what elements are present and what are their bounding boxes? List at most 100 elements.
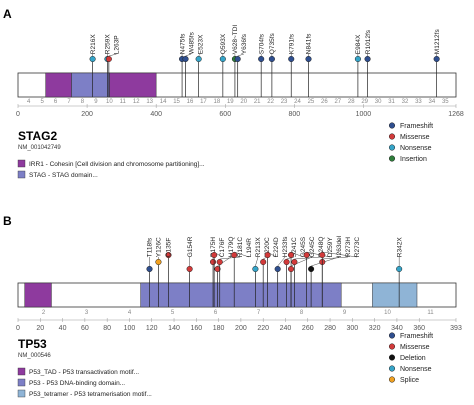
domain-legend-label: P53_TAD - P53 transactivation motif... (29, 369, 139, 376)
legend-label: Nonsense (400, 366, 432, 373)
panel-a: A R216X R259X L263P N475fs W485fs E523X Q593X V6… (3, 7, 464, 179)
exon-number: 9 (94, 99, 98, 105)
exon-number: 5 (171, 310, 175, 316)
axis-tick-label: 160 (190, 325, 202, 332)
exon-number: 28 (348, 99, 355, 105)
domain-legend-label: STAG - STAG domain... (29, 172, 98, 179)
domain-legend-swatch (17, 389, 26, 398)
axis-tick-label: 140 (168, 325, 180, 332)
mutation-connector (219, 256, 241, 260)
axis-tick-label: 200 (235, 325, 247, 332)
exon-number: 8 (81, 99, 85, 105)
axis-tick-label: 0 (16, 111, 20, 118)
mutation-connector (185, 53, 192, 57)
mutation-head-frameshift (433, 55, 440, 63)
mutation-label: R248Q (318, 237, 325, 258)
mutation-label: E984X (355, 34, 362, 54)
mutation-connector (255, 256, 259, 267)
mutation-label: Y636fs (241, 33, 248, 54)
domain-p53 (140, 282, 342, 308)
exon-number: 10 (384, 310, 391, 316)
mutation-head-nonsense (219, 55, 226, 63)
axis-tick-label: 600 (219, 111, 231, 118)
mutation-head-frameshift (234, 55, 241, 63)
transcript-id: NM_001042749 (18, 145, 61, 151)
mutation-head-missense (165, 251, 172, 259)
panel-b: B T118fs Y126C C135F G154R R175H C176F H179Q R18… (3, 214, 462, 398)
mutation-label: Y126C (156, 237, 163, 257)
exon-number: 10 (106, 99, 113, 105)
exon-number: 20 (240, 99, 247, 105)
mutation-head-missense (209, 258, 217, 266)
mutation-label: H179Q (228, 237, 235, 258)
axis-tick-label: 40 (59, 325, 67, 332)
mutation-head-nonsense (354, 55, 361, 63)
mutation-connector (306, 251, 331, 258)
legend-label: Frameshift (400, 123, 433, 130)
mutation-label: R273C (354, 237, 361, 258)
mutation-label: R213X (255, 237, 262, 258)
axis-tick-label: 360 (413, 325, 425, 332)
mutation-label: S704fs (258, 33, 265, 54)
exon-number: 2 (42, 310, 46, 316)
domain-legend-swatch (17, 170, 26, 179)
mutation-head-missense (216, 258, 223, 266)
mutation-head-nonsense (396, 265, 403, 273)
exon-number: 27 (334, 99, 341, 105)
domain-irr1 (109, 72, 157, 98)
exon-number: 21 (254, 99, 261, 105)
mutation-head-missense (319, 251, 326, 259)
mutation-connector (294, 256, 322, 260)
axis-tick-label: 120 (146, 325, 158, 332)
exon-number: 31 (388, 99, 395, 105)
mutation-label: R216X (90, 34, 97, 55)
mutation-head-missense (303, 251, 310, 259)
mutation-label: R181C (237, 237, 244, 258)
legend-marker (388, 133, 396, 140)
mutation-label: R273H (345, 237, 352, 258)
mutation-head-missense (186, 265, 193, 273)
exon-number: 14 (160, 99, 167, 105)
mutation-label: S241C (291, 237, 298, 257)
mutation-label: R342X (396, 237, 403, 258)
axis-tick-label: 400 (150, 111, 162, 118)
domain-legend-label: IRR1 - Cohesin [Cell division and chromo… (29, 161, 205, 168)
mutation-head-frameshift (182, 55, 189, 63)
domain-legend-label: P53_tetramer - P53 tetramerisation motif… (29, 391, 152, 398)
mutation-head-frameshift (146, 265, 153, 273)
mutation-head-missense (231, 251, 238, 259)
exon-number: 19 (227, 99, 234, 105)
exon-number: 7 (67, 99, 71, 105)
axis-tick-label: 220 (257, 325, 269, 332)
mutation-head-missense (288, 265, 295, 273)
exon-number: 8 (300, 310, 304, 316)
mutation-label: C176F (219, 238, 226, 258)
mutation-head-frameshift (268, 55, 275, 63)
exon-number: 4 (128, 310, 132, 316)
mutation-label: E523X (197, 34, 204, 54)
exon-number: 18 (214, 99, 221, 105)
exon-number: 25 (308, 99, 315, 105)
axis-tick-label: 280 (324, 325, 336, 332)
panel-letter: A (3, 7, 12, 21)
exon-number: 11 (120, 99, 127, 105)
mutation-connector (237, 53, 245, 57)
axis-tick-label: 300 (347, 325, 359, 332)
mutation-head-missense (260, 258, 267, 266)
legend-label: Splice (400, 377, 419, 384)
axis-tick-label: 180 (213, 325, 225, 332)
axis-tick-label: 20 (36, 325, 44, 332)
exon-number: 6 (214, 310, 218, 316)
exon-number: 3 (85, 310, 89, 316)
legend-marker (388, 354, 396, 361)
mutation-head-missense (264, 251, 271, 259)
axis-tick-label: 1000 (356, 111, 372, 118)
panel-letter: B (3, 214, 12, 228)
mutation-head-nonsense (252, 265, 259, 273)
legend-label: Frameshift (400, 333, 433, 340)
mutation-connector (322, 256, 349, 260)
mutation-head-missense (211, 251, 218, 259)
exon-number: 26 (321, 99, 328, 105)
mutation-label: Q593X (220, 33, 227, 54)
